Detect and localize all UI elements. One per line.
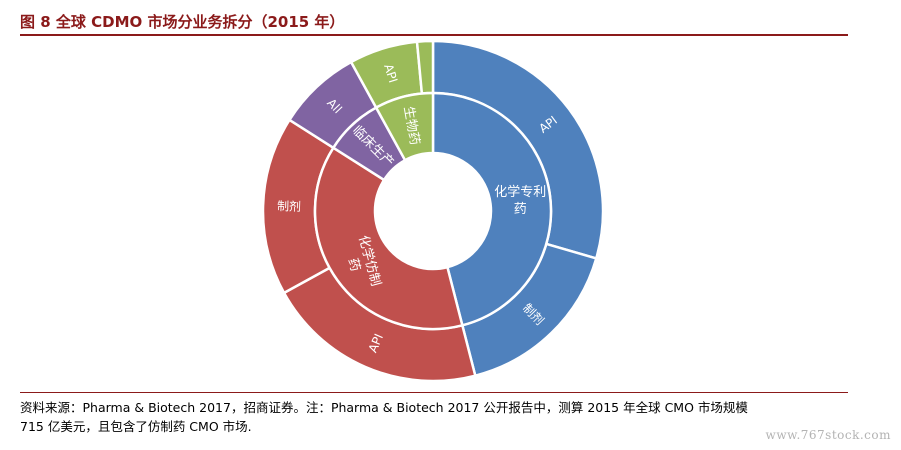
source-note: 资料来源：Pharma & Biotech 2017，招商证券。注：Pharma… xyxy=(20,398,860,436)
inner-slice-1 xyxy=(313,146,464,331)
outer-label-API-2: API xyxy=(366,332,386,355)
watermark: www.767stock.com xyxy=(765,428,891,442)
source-divider xyxy=(20,392,848,393)
inner-ring xyxy=(313,91,553,331)
source-line-2: 715 亿美元，且包含了仿制药 CMO 市场. xyxy=(20,419,252,434)
inner-slice-0 xyxy=(431,91,553,327)
inner-slice-3 xyxy=(374,91,435,162)
inner-label-0: 化学专利药 xyxy=(494,184,546,217)
figure-title: 图 8 全球 CDMO 市场分业务拆分（2015 年） xyxy=(20,13,345,31)
outer-ring xyxy=(261,39,605,383)
outer-label-制剂-3: 制剂 xyxy=(277,198,301,214)
outer-label-API-5: API xyxy=(381,62,400,84)
inner-label-3: 生物药 xyxy=(400,105,422,146)
source-line-1: 资料来源：Pharma & Biotech 2017，招商证券。注：Pharma… xyxy=(20,400,748,415)
figure-title-bar: 图 8 全球 CDMO 市场分业务拆分（2015 年） xyxy=(20,8,848,36)
